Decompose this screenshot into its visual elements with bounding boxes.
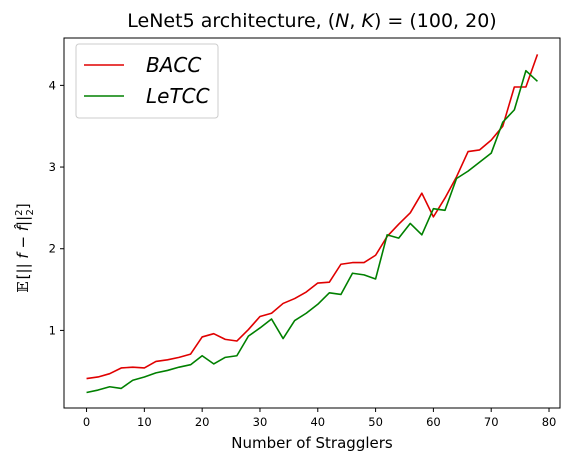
y-tick-label: 4 <box>49 78 56 92</box>
x-tick-label: 70 <box>484 415 499 429</box>
x-tick-label: 10 <box>137 415 152 429</box>
y-tick-label: 2 <box>49 242 56 256</box>
x-tick-label: 30 <box>253 415 268 429</box>
x-tick-label: 40 <box>310 415 325 429</box>
y-tick-label: 1 <box>49 323 56 337</box>
chart-title: LeNet5 architecture, (N, K) = (100, 20) <box>127 10 496 32</box>
y-axis-label: 𝔼[|| f − f̂||22] <box>13 203 36 293</box>
x-tick-label: 0 <box>83 415 90 429</box>
plot-area: 0 10 20 30 40 50 60 70 80 1 2 3 4 <box>49 37 561 429</box>
x-tick-label: 80 <box>542 415 557 429</box>
y-tick-label: 3 <box>49 160 56 174</box>
x-tick-label: 50 <box>368 415 383 429</box>
legend-box <box>75 43 219 119</box>
x-axis-label: Number of Stragglers <box>231 434 393 452</box>
series-line-letcc <box>86 69 538 394</box>
legend-label-letcc: LeTCC <box>146 84 210 108</box>
series-line-bacc <box>86 54 539 380</box>
x-tick-label: 60 <box>426 415 441 429</box>
x-tick-label: 20 <box>195 415 210 429</box>
svg-text:𝔼[|| f − f̂||22]: 𝔼[|| f − f̂||22] <box>13 203 36 293</box>
axes-frame <box>63 37 561 409</box>
legend: BACC LeTCC <box>75 43 219 119</box>
legend-label-bacc: BACC <box>146 53 201 77</box>
